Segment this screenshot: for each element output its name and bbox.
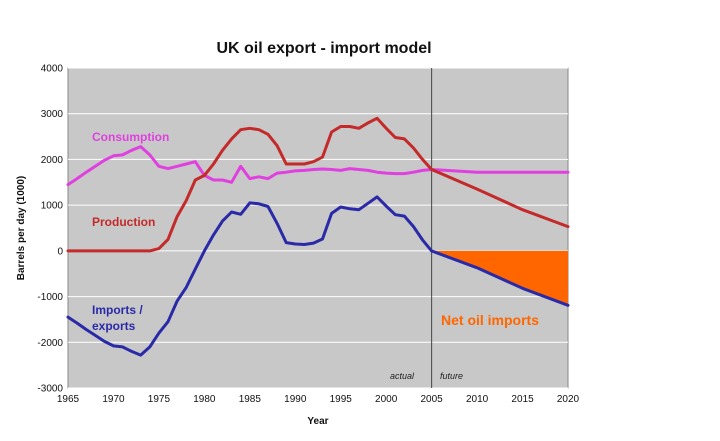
- imports-label-line2: exports: [92, 319, 136, 333]
- net-oil-imports-label: Net oil imports: [441, 312, 539, 328]
- x-axis-ticks: 1965 1970 1975 1980 1985 1990 1995 2000 2005 2010…: [57, 394, 580, 405]
- x-tick-label: 1970: [102, 394, 125, 405]
- y-tick-label: 2000: [41, 155, 64, 166]
- x-tick-label: 2000: [375, 394, 398, 405]
- imports-exports-line: [66, 195, 570, 357]
- x-tick-label: 1975: [148, 394, 171, 405]
- chart-title: UK oil export - import model: [216, 40, 431, 57]
- production-line: [66, 116, 570, 253]
- x-tick-label: 1990: [284, 394, 307, 405]
- y-tick-label: 3000: [41, 109, 64, 120]
- x-tick-label: 1965: [57, 394, 80, 405]
- production-label: Production: [92, 215, 155, 229]
- y-tick-label: 0: [57, 246, 63, 257]
- imports-label-line1: Imports /: [92, 303, 143, 317]
- y-tick-label: 1000: [41, 201, 64, 212]
- y-tick-label: -3000: [37, 384, 63, 395]
- x-tick-label: 2010: [466, 394, 489, 405]
- x-tick-label: 2015: [511, 394, 534, 405]
- x-tick-label: 1995: [330, 394, 353, 405]
- y-tick-label: -2000: [37, 338, 63, 349]
- y-tick-label: -1000: [37, 292, 63, 303]
- y-axis-ticks: 4000 3000 2000 1000 0 -1000 -2000 -3000: [37, 64, 63, 395]
- plot-area: [67, 67, 569, 389]
- x-tick-label: 2005: [421, 394, 444, 405]
- consumption-line: [66, 145, 570, 187]
- x-tick-label: 2020: [557, 394, 580, 405]
- x-axis-label: Year: [307, 416, 328, 427]
- consumption-label: Consumption: [92, 130, 169, 144]
- y-tick-label: 4000: [41, 64, 64, 75]
- actual-label: actual: [390, 371, 415, 381]
- y-axis-label: Barrels per day (1000): [16, 176, 27, 281]
- future-label: future: [440, 371, 463, 381]
- x-tick-label: 1980: [193, 394, 216, 405]
- x-tick-label: 1985: [239, 394, 262, 405]
- series-lines: [66, 116, 570, 357]
